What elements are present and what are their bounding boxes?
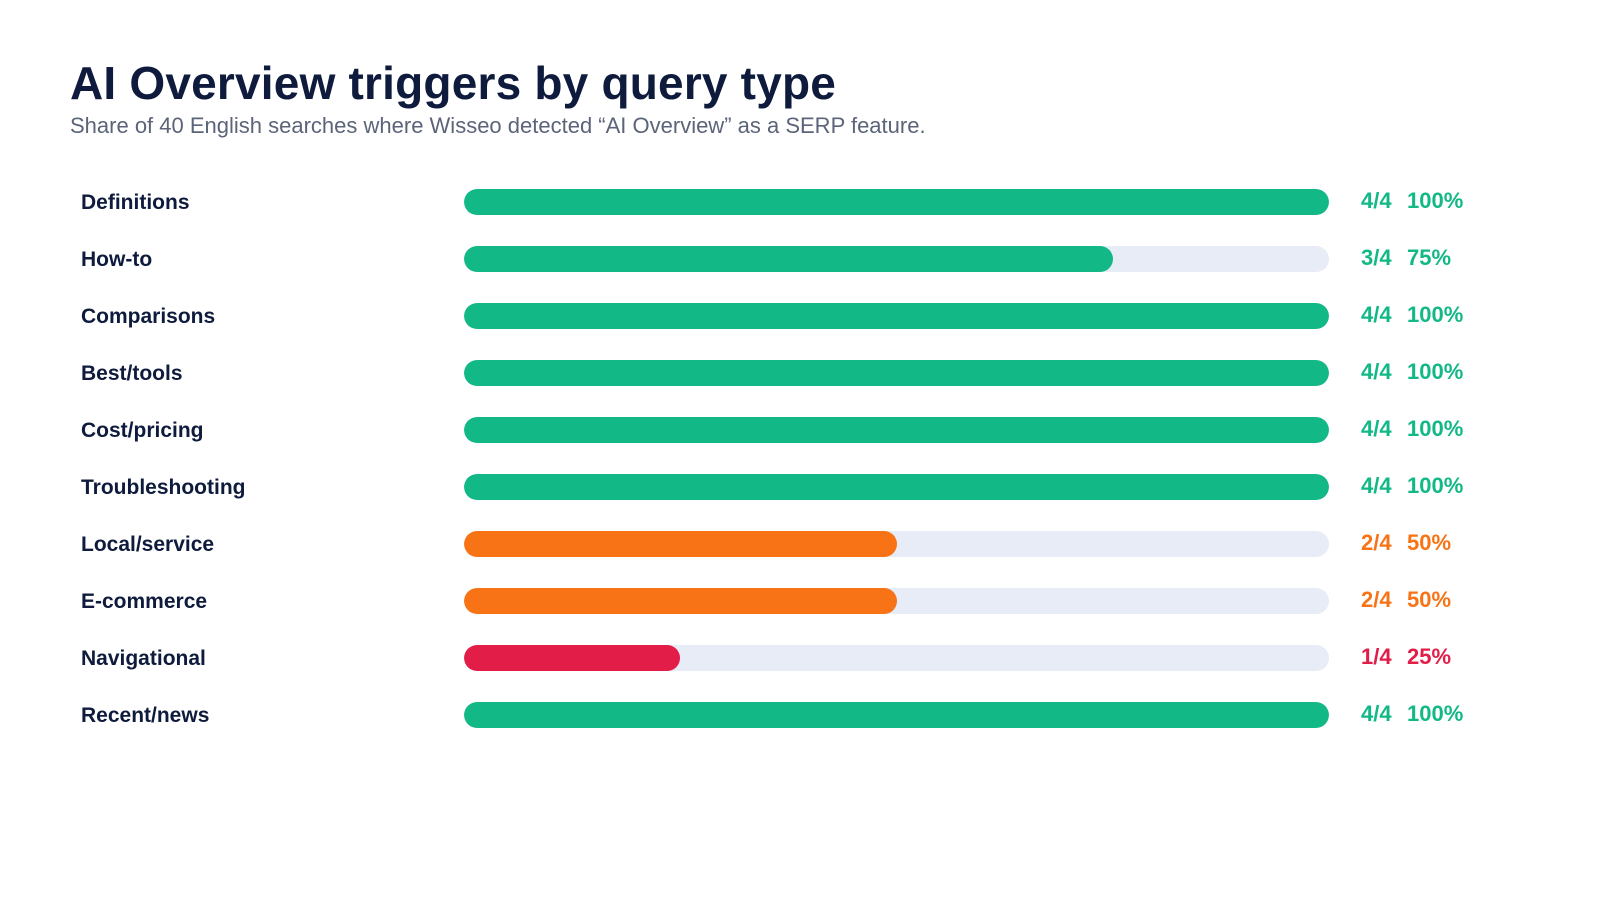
bar	[464, 645, 681, 671]
chart-subtitle: Share of 40 English searches where Wisse…	[70, 113, 926, 138]
count-label: 4/4	[1361, 302, 1392, 327]
count-label: 4/4	[1361, 359, 1392, 384]
category-label: Definitions	[81, 191, 190, 214]
bar	[464, 360, 1329, 386]
count-label: 4/4	[1361, 473, 1392, 498]
category-label: Cost/pricing	[81, 419, 204, 442]
category-label: Troubleshooting	[81, 476, 246, 499]
bar-track	[464, 417, 1329, 443]
category-label: Recent/news	[81, 704, 210, 727]
bar	[464, 702, 1329, 728]
percent-label: 100%	[1407, 701, 1464, 726]
bar	[464, 417, 1329, 443]
category-label: Navigational	[81, 647, 206, 670]
bar-row: Comparisons 4/4 100%	[0, 301, 1600, 329]
bar-row: Troubleshooting 4/4 100%	[0, 472, 1600, 500]
bar-track	[464, 189, 1329, 215]
category-label: Best/tools	[81, 362, 183, 385]
category-label: Local/service	[81, 533, 215, 556]
bar-track	[464, 474, 1329, 500]
percent-label: 100%	[1407, 473, 1464, 498]
percent-label: 100%	[1407, 302, 1464, 327]
percent-label: 100%	[1407, 416, 1464, 441]
bar-row: Cost/pricing 4/4 100%	[0, 415, 1600, 443]
count-label: 4/4	[1361, 701, 1392, 726]
bar-row: Best/tools 4/4 100%	[0, 358, 1600, 386]
category-label: How-to	[81, 248, 153, 271]
count-label: 4/4	[1361, 188, 1392, 213]
bar-track	[464, 588, 1329, 614]
bar	[464, 531, 897, 557]
percent-label: 100%	[1407, 188, 1464, 213]
bar-track	[464, 645, 1329, 671]
chart-title: AI Overview triggers by query type	[70, 57, 837, 109]
bar-track	[464, 246, 1329, 272]
count-label: 1/4	[1361, 644, 1392, 669]
bar-row: How-to 3/4 75%	[0, 244, 1600, 272]
bar	[464, 303, 1329, 329]
count-label: 4/4	[1361, 416, 1392, 441]
bar	[464, 189, 1329, 215]
bar	[464, 246, 1113, 272]
count-label: 3/4	[1361, 245, 1392, 270]
category-label: E-commerce	[81, 590, 208, 613]
category-label: Comparisons	[81, 305, 216, 328]
bar-row: Definitions 4/4 100%	[0, 187, 1600, 215]
bar-row: Local/service 2/4 50%	[0, 529, 1600, 557]
bar	[464, 588, 897, 614]
bar	[464, 474, 1329, 500]
bar-track	[464, 303, 1329, 329]
bar-track	[464, 360, 1329, 386]
percent-label: 100%	[1407, 359, 1464, 384]
percent-label: 75%	[1407, 245, 1452, 270]
bar-row: Navigational 1/4 25%	[0, 643, 1600, 671]
bar-row: Recent/news 4/4 100%	[0, 700, 1600, 728]
percent-label: 50%	[1407, 530, 1452, 555]
count-label: 2/4	[1361, 530, 1392, 555]
bar-track	[464, 702, 1329, 728]
percent-label: 50%	[1407, 587, 1452, 612]
bar-row: E-commerce 2/4 50%	[0, 586, 1600, 614]
count-label: 2/4	[1361, 587, 1392, 612]
percent-label: 25%	[1407, 644, 1452, 669]
bar-track	[464, 531, 1329, 557]
